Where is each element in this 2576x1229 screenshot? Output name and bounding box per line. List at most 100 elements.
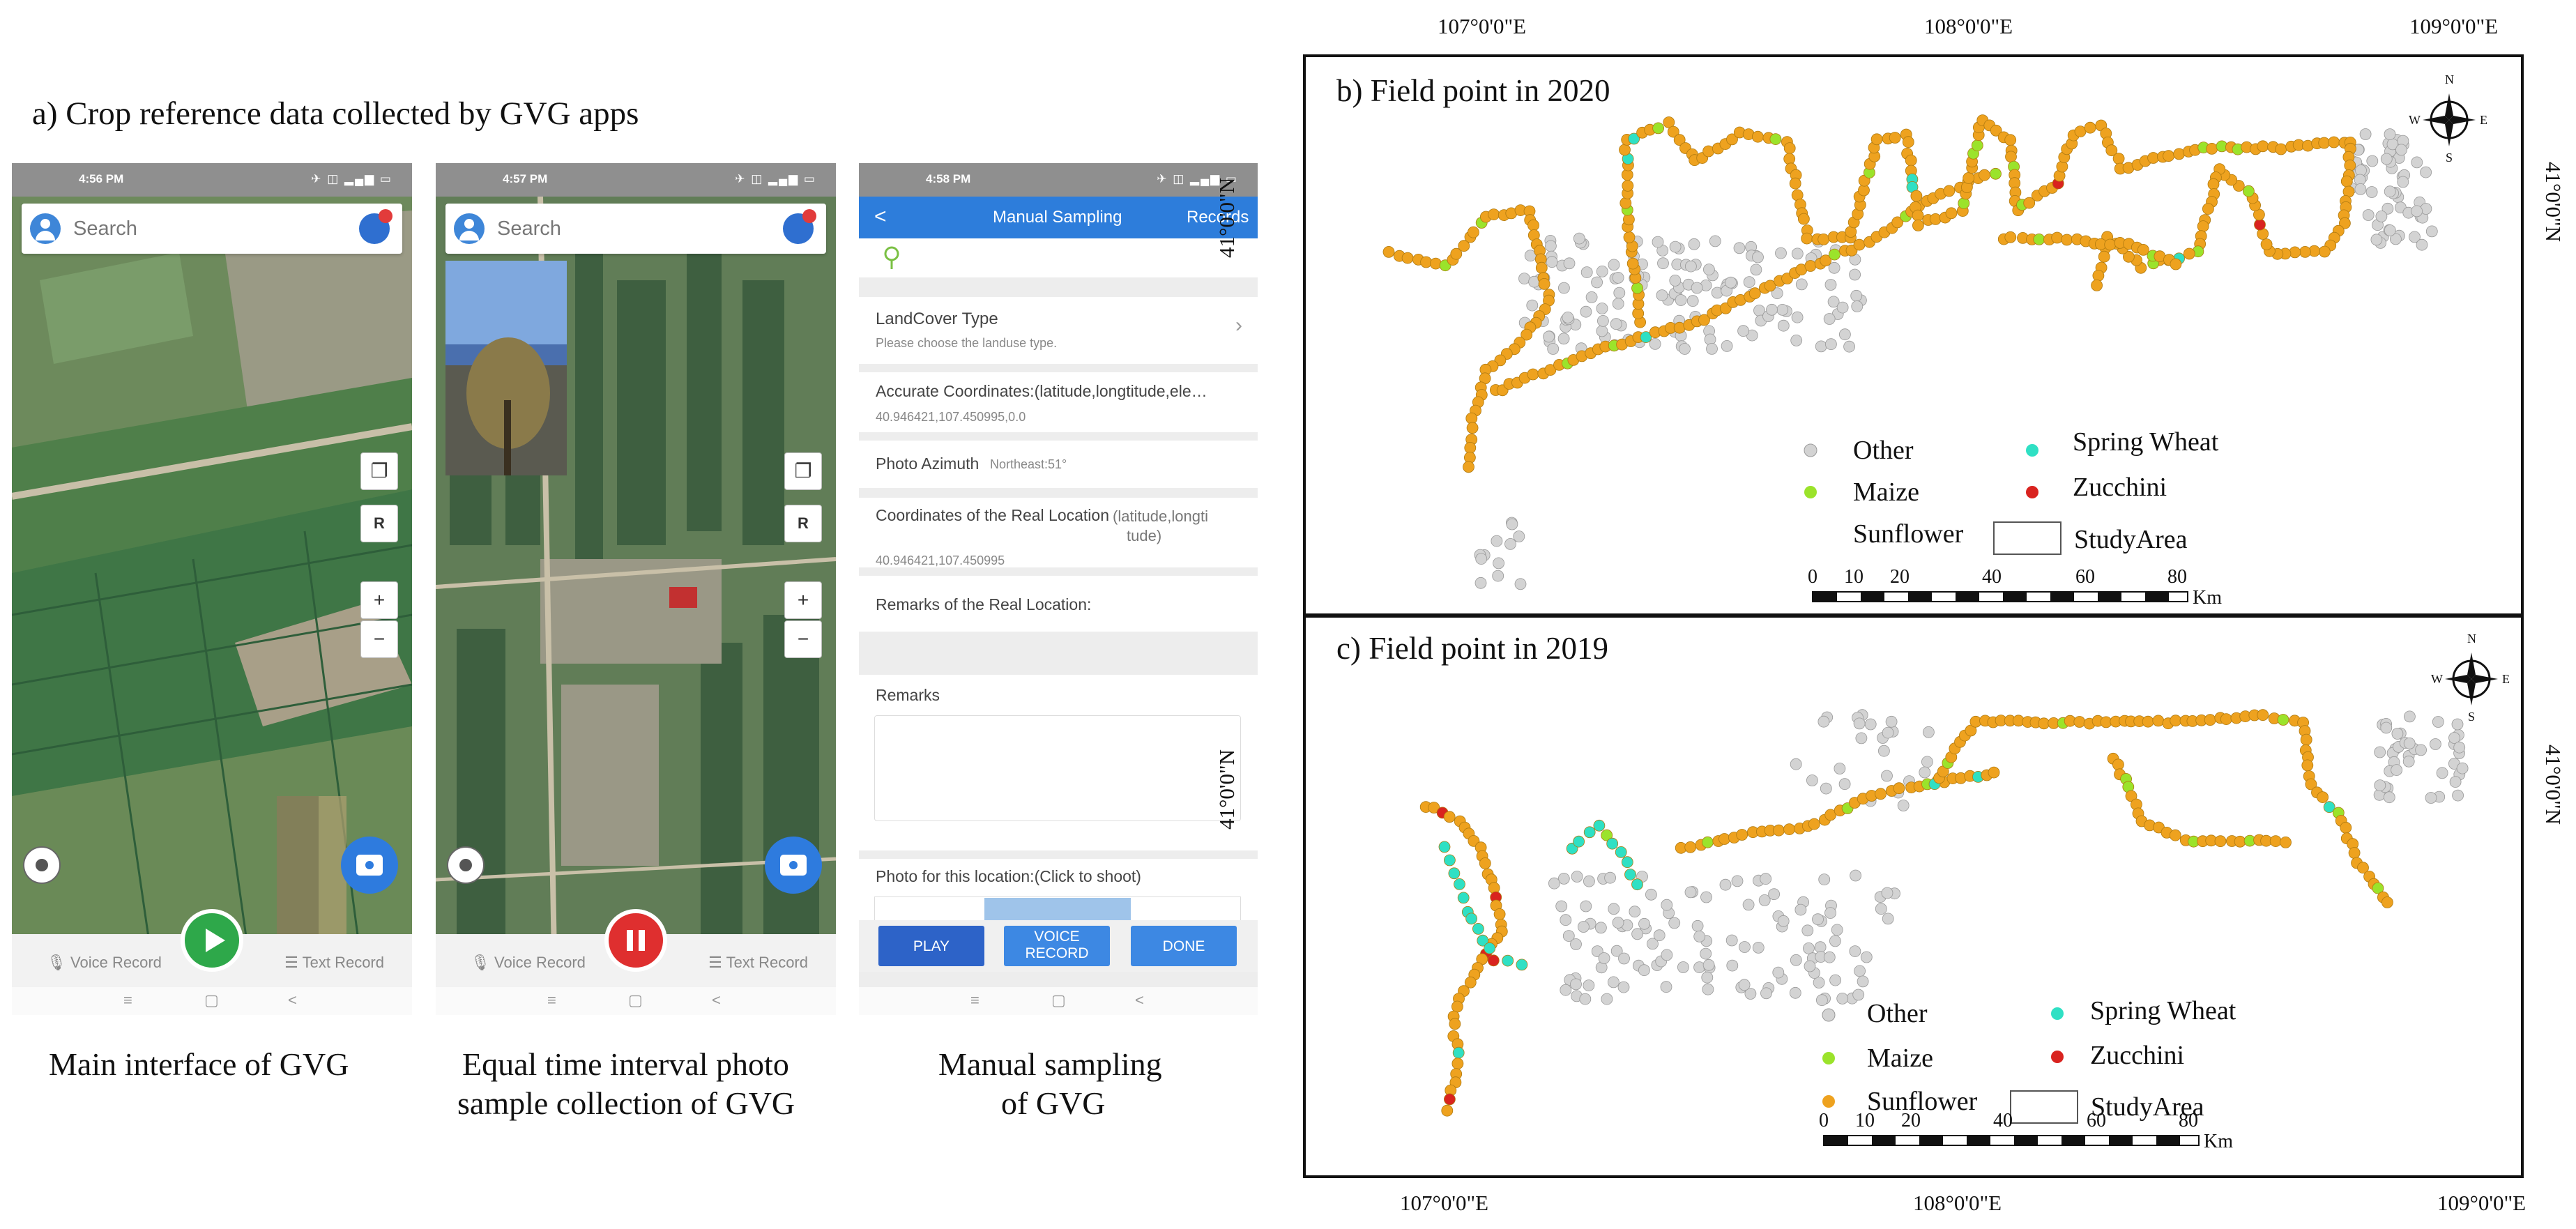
field-point [1685,260,1697,273]
field-point [2366,155,2379,167]
field-point [2084,121,2096,134]
home-icon[interactable]: ▢ [1051,991,1066,1009]
field-point [1487,954,1500,967]
android-nav-bar: ≡ ▢ < [436,987,836,1015]
field-point [2384,128,2396,140]
camera-icon[interactable] [341,837,398,894]
voice-record-button[interactable]: 🎙 Voice Record [47,954,162,971]
field-point [1673,134,1686,146]
play-button[interactable]: PLAY [878,926,984,966]
zoom-in-button[interactable]: + [784,581,822,619]
field-point [1902,136,1914,148]
text-record-button[interactable]: ☰ Text Record [708,954,808,971]
field-point [2257,709,2269,722]
r-button[interactable]: R [360,505,398,542]
field-point [1789,986,1801,999]
back-icon[interactable]: < [712,991,721,1009]
field-point [1739,941,1751,953]
field-point [1629,906,1641,918]
photo-thumbnail[interactable] [445,261,567,475]
zoom-in-button[interactable]: + [360,581,398,619]
field-point [1527,368,1539,381]
field-point [1827,296,1840,308]
search-input[interactable]: Search [497,217,561,240]
field-point [1441,1104,1454,1117]
field-point [1684,841,1697,853]
location-pin-icon [884,246,899,269]
field-point [1828,261,1840,274]
satellite-layers-icon[interactable] [359,209,393,244]
home-icon[interactable]: ▢ [204,991,219,1009]
layer-toggle-icon[interactable]: ❐ [784,452,822,490]
field-point [2260,238,2273,250]
search-input[interactable]: Search [73,217,137,240]
back-arrow-icon[interactable]: < [874,205,887,228]
layer-toggle-icon[interactable]: ❐ [360,452,398,490]
field-point [1870,133,1883,146]
voice-record-button[interactable]: 🎙 Voice Record [471,954,586,971]
back-icon[interactable]: < [288,991,297,1009]
field-point [1647,938,1659,950]
field-point [1493,908,1506,920]
field-point [1607,976,1619,988]
field-point [2023,197,2036,209]
field-point [1458,240,1470,252]
home-icon[interactable]: ▢ [628,991,643,1009]
search-bar[interactable]: Search [445,204,826,254]
field-point [1769,133,1782,145]
field-point [1524,250,1537,262]
field-point [1990,167,2002,180]
remarks-textarea[interactable] [874,715,1241,821]
menu-icon[interactable]: ≡ [123,991,132,1009]
legend-sunflower: Sunflower [1867,1087,1978,1116]
menu-icon[interactable]: ≡ [547,991,556,1009]
field-point [1401,252,1414,264]
field-point [1580,305,1592,318]
field-point [1477,934,1489,947]
field-point [1502,954,1514,967]
records-link[interactable]: Records [1187,208,1249,227]
user-avatar-icon[interactable] [30,213,61,244]
field-point [1591,276,1603,289]
scale-tick: 10 [1855,1110,1875,1131]
pause-button[interactable] [604,909,667,972]
field-point [1764,280,1776,292]
field-point [1889,132,1901,144]
text-record-button[interactable]: ☰ Text Record [284,954,384,971]
field-point [1631,928,1644,940]
menu-icon[interactable]: ≡ [970,991,980,1009]
play-button[interactable] [181,909,243,972]
field-point [1693,930,1706,942]
field-point [1760,873,1772,885]
satellite-map[interactable] [12,197,412,956]
field-point [2152,715,2165,727]
field-point [1555,900,1568,913]
landcover-type-row[interactable]: LandCover Type Please choose the landuse… [859,297,1258,364]
user-avatar-icon[interactable] [454,213,485,244]
legend-zucchini: Zucchini [2073,473,2167,502]
real-coordinates-label: Coordinates of the Real Location [876,506,1109,524]
locate-icon[interactable] [447,846,485,884]
zoom-out-button[interactable]: − [784,620,822,658]
satellite-layers-icon[interactable] [783,209,816,244]
search-bar[interactable]: Search [22,204,402,254]
locate-icon[interactable] [23,846,61,884]
field-point [2395,144,2407,156]
right-lat-b: 41°0'0"N [2541,162,2566,243]
field-point [2038,717,2050,730]
field-point [1702,836,1714,848]
voice-record-button[interactable]: VOICE RECORD [1004,926,1110,966]
field-point [1804,960,1816,972]
done-button[interactable]: DONE [1131,926,1237,966]
camera-icon[interactable] [765,837,822,894]
r-button[interactable]: R [784,505,822,542]
zoom-out-button[interactable]: − [360,620,398,658]
field-point [1801,232,1813,245]
voice-record-label: Voice Record [70,954,162,971]
back-icon[interactable]: < [1135,991,1144,1009]
field-point [1598,952,1610,964]
field-point [1583,875,1595,887]
landcover-label: LandCover Type [876,310,998,328]
field-point [1789,177,1801,190]
field-point [1573,232,1585,245]
